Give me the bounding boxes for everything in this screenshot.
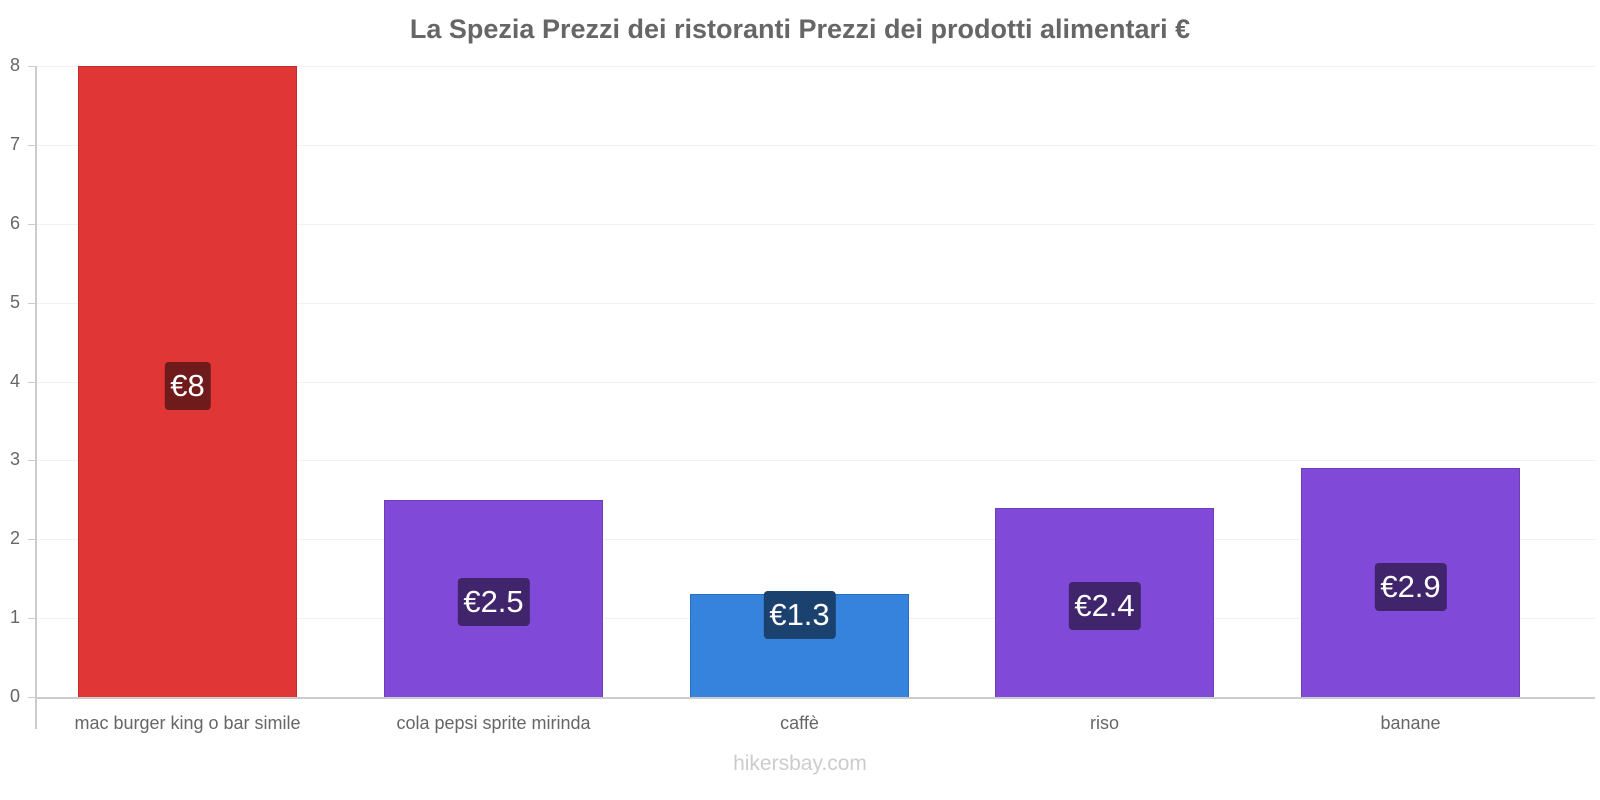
x-tick-label: mac burger king o bar simile	[74, 713, 301, 733]
y-tick-label: 7	[9, 134, 20, 154]
x-tick-label: caffè	[780, 713, 819, 733]
y-tick-label: 6	[9, 213, 20, 233]
y-tick	[28, 224, 36, 225]
value-label: €2.5	[457, 578, 530, 627]
gridline	[36, 224, 1595, 225]
x-tick-label: banane	[1380, 713, 1441, 733]
y-tick	[28, 303, 36, 304]
y-tick-label: 0	[9, 686, 20, 706]
x-axis	[36, 697, 1595, 699]
y-tick	[28, 618, 36, 619]
y-tick	[28, 460, 36, 461]
y-tick	[28, 145, 36, 146]
x-tick-label: cola pepsi sprite mirinda	[396, 713, 591, 733]
y-tick-label: 4	[9, 371, 20, 391]
value-label: €2.4	[1068, 582, 1141, 631]
x-tick-label: riso	[1089, 713, 1120, 733]
y-tick-label: 1	[9, 607, 20, 627]
watermark: hikersbay.com	[733, 752, 867, 775]
bar-3[interactable]	[995, 507, 1214, 697]
gridline	[36, 382, 1595, 383]
y-tick-label: 3	[9, 449, 20, 469]
y-axis	[35, 66, 37, 729]
y-tick-label: 8	[9, 55, 20, 75]
value-label: €1.3	[763, 591, 836, 640]
gridline	[36, 460, 1595, 461]
y-tick	[28, 382, 36, 383]
gridline	[36, 303, 1595, 304]
gridline	[36, 145, 1595, 146]
chart-title: La Spezia Prezzi dei ristoranti Prezzi d…	[409, 14, 1191, 44]
y-tick	[28, 697, 36, 698]
y-tick	[28, 539, 36, 540]
value-label: €2.9	[1374, 562, 1447, 611]
value-label: €8	[164, 361, 211, 410]
gridline	[36, 66, 1595, 67]
gridline	[36, 539, 1595, 540]
y-tick-label: 2	[9, 528, 20, 548]
y-tick-label: 5	[9, 292, 20, 312]
y-tick	[28, 66, 36, 67]
